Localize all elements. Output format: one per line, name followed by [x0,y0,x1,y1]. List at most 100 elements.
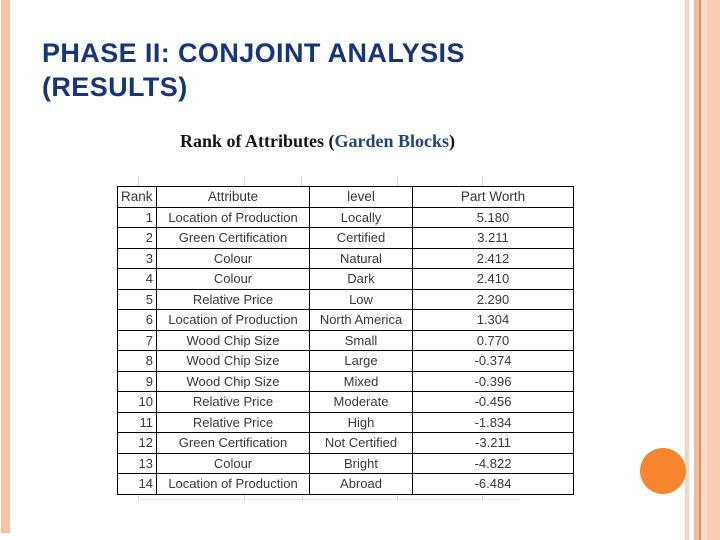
table-cell: 3.211 [412,227,574,249]
table-cell: -3.211 [412,432,574,454]
right-accent-line [699,0,701,540]
table-row: 5 Relative Price Low 2.290 [117,288,574,310]
table-cell: -0.396 [412,370,574,392]
table-cell: Wood Chip Size [156,329,310,351]
gridline-tick [138,177,139,186]
table-cell: High [309,411,413,433]
table-cell: Large [309,350,413,372]
results-table-body: 1 Location of Production Locally 5.180 2 Gree… [117,206,574,495]
table-cell: Colour [156,247,310,269]
table-cell: Relative Price [156,288,310,310]
table-row: 7 Wood Chip Size Small 0.770 [117,329,574,351]
table-cell: Low [309,288,413,310]
table-cell: Dark [309,268,413,290]
table-cell: 2 [117,227,157,249]
gridline-tick [138,493,139,501]
gridline-tick [301,177,302,186]
table-row: 4 Colour Dark 2.410 [117,268,574,290]
table-cell: Certified [309,227,413,249]
table-cell: Not Certified [309,432,413,454]
table-row: 11 Relative Price High -1.834 [117,411,574,433]
table-cell: Moderate [309,391,413,413]
table-cell: 2.412 [412,247,574,269]
table-cell: 0.770 [412,329,574,351]
results-table-header: Rank Attribute level Part Worth [117,186,574,208]
table-cell: 1.304 [412,309,574,331]
table-row: 6 Location of Production North America 1.30… [117,309,574,331]
table-cell: -1.834 [412,411,574,433]
right-accent-stripe-2 [694,0,699,540]
table-caption-highlight: Garden Blocks [334,131,450,151]
column-header: Attribute [156,186,310,208]
table-cell: 4 [117,268,157,290]
table-cell: Wood Chip Size [156,350,310,372]
table-cell: Colour [156,452,310,474]
right-accent-stripe-3 [701,0,707,540]
slide-title-line1: PHASE II: CONJOINT ANALYSIS [42,38,465,68]
table-cell: Colour [156,268,310,290]
table-cell: 12 [117,432,157,454]
table-cell: Locally [309,206,413,228]
gridline-tick [244,493,245,501]
table-cell: -0.456 [412,391,574,413]
table-cell: Abroad [309,473,413,495]
table-row: 9 Wood Chip Size Mixed -0.396 [117,370,574,392]
table-cell: Location of Production [156,473,310,495]
table-cell: 11 [117,411,157,433]
table-cell: Relative Price [156,411,310,433]
table-cell: -0.374 [412,350,574,372]
table-cell: 2.410 [412,268,574,290]
results-table: Rank Attribute level Part Worth 1 Location o… [117,186,574,495]
table-cell: 5.180 [412,206,574,228]
table-caption-suffix: ) [449,131,456,151]
table-cell: 14 [117,473,157,495]
table-cell: -4.822 [412,452,574,474]
table-row: 12 Green Certification Not Certified -3.211 [117,432,574,454]
slide-title: PHASE II: CONJOINT ANALYSIS (RESULTS) [42,36,662,104]
table-row: 3 Colour Natural 2.412 [117,247,574,269]
column-header: Rank [117,186,157,208]
table-cell: Relative Price [156,391,310,413]
right-accent-stripe-1 [685,0,689,540]
column-header: level [309,186,413,208]
table-row: 13 Colour Bright -4.822 [117,452,574,474]
table-cell: Bright [309,452,413,474]
table-cell: -6.484 [412,473,574,495]
gridline-horizontal [140,499,520,500]
gridline-tick [244,177,245,186]
slide-title-line2: (RESULTS) [42,72,188,102]
table-cell: 6 [117,309,157,331]
table-caption: Rank of Attributes (Garden Blocks) [180,131,455,152]
table-row: 1 Location of Production Locally 5.180 [117,206,574,228]
left-accent-strip [1,0,10,533]
table-cell: Location of Production [156,309,310,331]
decorative-circle [640,448,686,494]
table-cell: Mixed [309,370,413,392]
table-cell: Small [309,329,413,351]
column-header: Part Worth [412,186,574,208]
table-row: 10 Relative Price Moderate -0.456 [117,391,574,413]
table-cell: 13 [117,452,157,474]
table-cell: Green Certification [156,227,310,249]
table-cell: 8 [117,350,157,372]
table-row: 14 Location of Production Abroad -6.484 [117,473,574,495]
gridline-tick [397,177,398,186]
gridline-tick [397,493,398,501]
table-cell: 2.290 [412,288,574,310]
table-cell: Green Certification [156,432,310,454]
table-cell: 9 [117,370,157,392]
table-cell: Wood Chip Size [156,370,310,392]
table-row: 8 Wood Chip Size Large -0.374 [117,350,574,372]
table-cell: 10 [117,391,157,413]
header-row: Rank Attribute level Part Worth [117,186,574,208]
table-row: 2 Green Certification Certified 3.211 [117,227,574,249]
gridline-tick [302,493,303,501]
table-cell: 1 [117,206,157,228]
table-cell: 7 [117,329,157,351]
gridline-tick [482,177,483,186]
table-cell: Location of Production [156,206,310,228]
table-cell: Natural [309,247,413,269]
gridline-tick [482,493,483,501]
table-cell: 5 [117,288,157,310]
